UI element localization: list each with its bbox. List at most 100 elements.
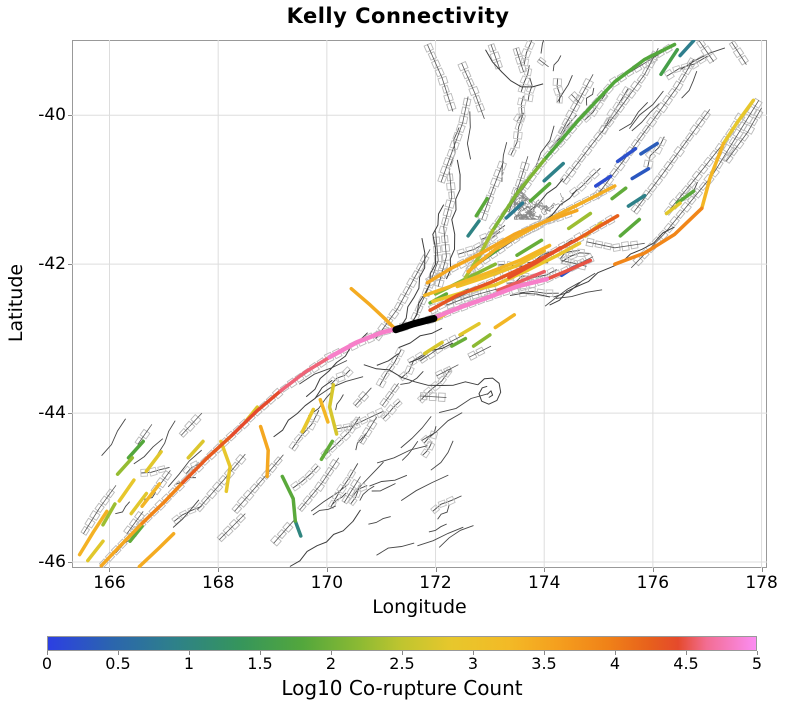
fault-segment — [293, 519, 303, 538]
fault-segment — [542, 42, 677, 162]
fault-segment — [144, 450, 163, 473]
colorbar-tick-mark — [544, 651, 545, 655]
fault-segment — [630, 167, 651, 181]
fault-segment — [639, 141, 659, 156]
fault-segment — [594, 174, 613, 188]
x-tick-mark — [761, 568, 763, 572]
colorbar-tick-label: 1.5 — [247, 654, 273, 673]
fault-segment — [474, 196, 489, 218]
fault-segment — [615, 146, 638, 164]
fault-segment — [128, 524, 144, 543]
fault-segment — [507, 246, 563, 280]
fault-segment — [610, 186, 628, 201]
y-tick-label: -42 — [38, 254, 66, 275]
co-rupture-faults — [77, 40, 756, 568]
fault-segment — [278, 355, 332, 393]
x-tick-mark — [326, 568, 328, 572]
fault-patch-chains — [80, 40, 764, 568]
dense-trace-cluster — [513, 182, 564, 220]
fault-segment — [86, 539, 105, 563]
colorbar-tick-mark — [260, 651, 261, 655]
x-tick-label: 170 — [310, 573, 344, 593]
fault-segment — [422, 340, 444, 356]
colorbar-tick-mark — [331, 651, 332, 655]
fault-segment — [675, 189, 696, 205]
fault-segment — [126, 439, 145, 460]
fault-segment — [280, 474, 298, 523]
fault-segment — [528, 181, 552, 203]
fault-segment — [327, 326, 399, 360]
colorbar-tick-label: 2 — [325, 654, 337, 673]
fault-segment — [117, 478, 136, 503]
fault-segment — [140, 482, 162, 508]
y-tick-mark — [68, 115, 72, 117]
fault-segment — [219, 439, 232, 494]
fault-segment — [613, 206, 704, 266]
plot-frame — [72, 40, 767, 568]
x-tick-mark — [109, 568, 111, 572]
colorbar-tick-label: 3 — [467, 654, 479, 673]
fault-segment — [471, 333, 492, 348]
fault-segment — [422, 243, 552, 298]
y-tick-label: -46 — [38, 552, 66, 573]
x-tick-mark — [544, 568, 546, 572]
fault-segment — [626, 193, 647, 208]
fault-segment — [575, 214, 620, 242]
fault-segment — [431, 276, 550, 321]
x-axis-label: Longitude — [372, 596, 467, 618]
fault-segment — [466, 219, 481, 238]
fault-segment — [181, 433, 234, 485]
x-tick-mark — [435, 568, 437, 572]
colorbar-tick-label: 5 — [751, 654, 763, 673]
colorbar-tick-mark — [686, 651, 687, 655]
fault-segment — [721, 98, 756, 146]
colorbar-tick-label: 2.5 — [389, 654, 415, 673]
x-tick-label: 172 — [419, 573, 452, 593]
fault-segment — [258, 424, 270, 479]
x-tick-mark — [652, 568, 654, 572]
colorbar-tick-label: 1 — [183, 654, 195, 673]
fault-segment — [545, 258, 593, 281]
fault-segment — [678, 40, 696, 58]
colorbar-tick-label: 0.5 — [105, 654, 131, 673]
fault-segment — [230, 389, 283, 438]
fault-segment — [490, 158, 546, 233]
fault-segment — [186, 439, 205, 460]
colorbar-tick-mark — [473, 651, 474, 655]
y-tick-mark — [68, 413, 72, 415]
fault-segment — [566, 211, 593, 231]
fault-segment — [99, 521, 144, 568]
fault-segment — [515, 238, 544, 257]
x-tick-label: 168 — [201, 573, 235, 593]
y-tick-label: -44 — [38, 403, 66, 424]
x-tick-label: 174 — [527, 573, 561, 593]
colorbar-label: Log10 Co-rupture Count — [281, 676, 523, 700]
fault-segment — [137, 531, 176, 568]
colorbar-tick-label: 4 — [609, 654, 621, 673]
fault-segment — [496, 269, 546, 292]
kelly-fault — [392, 315, 438, 334]
x-tick-label: 176 — [636, 573, 670, 593]
fault-segment — [450, 336, 468, 348]
x-tick-label: 178 — [745, 573, 778, 593]
fault-segment — [455, 249, 546, 289]
fault-segment — [318, 397, 330, 424]
fault-map-canvas — [72, 40, 767, 568]
fault-segment — [700, 141, 726, 211]
fault-segment — [129, 491, 149, 516]
fault-segment — [542, 161, 565, 183]
fault-segment — [115, 456, 135, 476]
y-tick-mark — [68, 264, 72, 266]
fault-segment — [140, 480, 185, 526]
colorbar-tick-mark — [189, 651, 190, 655]
colorbar-tick-mark — [402, 651, 403, 655]
fault-segment — [659, 47, 680, 77]
colorbar-tick-label: 4.5 — [673, 654, 699, 673]
fault-segment — [618, 217, 642, 238]
colorbar-tick-mark — [757, 651, 758, 655]
colorbar — [47, 636, 757, 651]
fault-segment — [504, 201, 525, 220]
colorbar-tick-mark — [615, 651, 616, 655]
x-tick-label: 166 — [93, 573, 126, 593]
